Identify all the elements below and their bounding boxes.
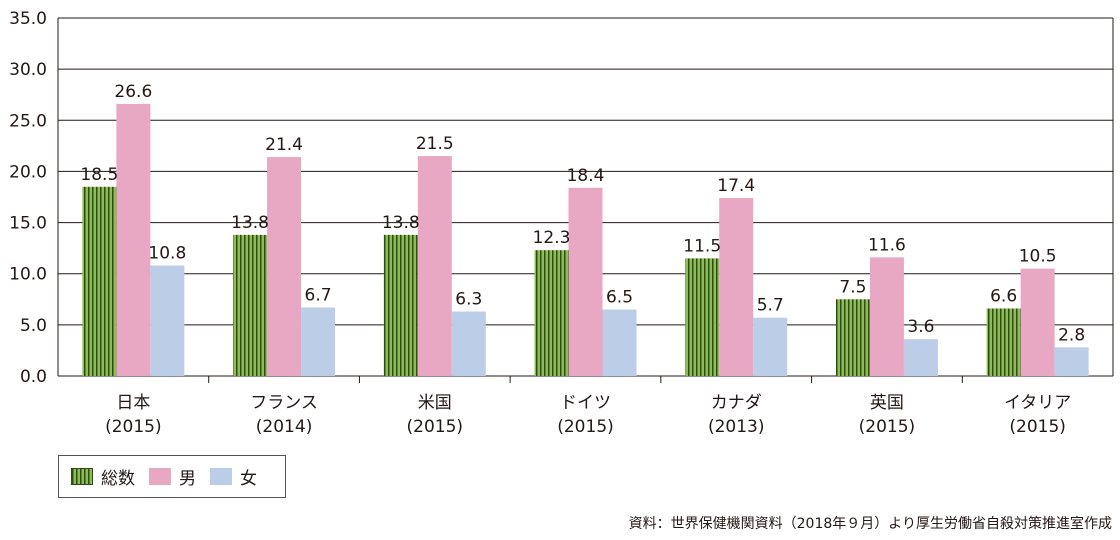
- x-tick-label: 米国: [418, 393, 452, 413]
- x-tick-label: 英国: [870, 393, 904, 413]
- data-label: 6.3: [455, 290, 482, 310]
- bar-2-1: [301, 307, 336, 376]
- y-tick-label: 30.0: [9, 60, 47, 80]
- legend-swatch-male: [149, 468, 171, 485]
- x-axis-labels: 日本 (2015) フランス (2014) 米国 (2015) ドイツ (2015) カナダ (2…: [105, 393, 1071, 437]
- y-tick-label: 5.0: [20, 316, 47, 336]
- bar-1-1: [267, 157, 302, 376]
- legend-swatch-female: [210, 468, 232, 485]
- data-label: 2.8: [1058, 325, 1085, 345]
- legend-item-male: 男: [149, 464, 196, 489]
- x-tick-label: (2015): [557, 417, 614, 437]
- bar-2-0: [150, 265, 185, 376]
- data-labels: 18.5 26.6 10.8 13.8 21.4 6.7 13.8 21.5 6.3 12.3 18…: [80, 82, 1085, 345]
- bar-0-5: [835, 299, 870, 376]
- legend-label-female: 女: [240, 469, 257, 489]
- legend-item-female: 女: [210, 464, 257, 489]
- data-label: 26.6: [114, 82, 152, 102]
- y-tick-label: 20.0: [9, 162, 47, 182]
- bar-chart: 0.05.010.015.020.025.030.035.0 18.526.61…: [9, 9, 1114, 437]
- bar-0-3: [534, 250, 569, 376]
- data-label: 6.6: [990, 286, 1017, 306]
- data-label: 10.8: [148, 244, 186, 264]
- x-tick-label: (2015): [1009, 417, 1066, 437]
- bar-2-5: [903, 339, 938, 376]
- bars: [82, 103, 1089, 377]
- bar-2-6: [1054, 347, 1089, 376]
- legend-swatch-total: [71, 468, 93, 485]
- data-label: 11.6: [868, 235, 906, 255]
- x-tick-label: カナダ: [711, 393, 762, 413]
- data-label: 6.7: [305, 285, 332, 305]
- x-tick-label: (2015): [859, 417, 916, 437]
- bar-2-3: [602, 309, 637, 376]
- x-tick-label: イタリア: [1004, 393, 1071, 413]
- bar-1-6: [1020, 268, 1055, 376]
- y-tick-label: 25.0: [9, 111, 47, 131]
- bar-1-2: [417, 156, 452, 376]
- y-axis-ticks: 0.0 5.0 10.0 15.0 20.0 25.0 30.0 35.0: [9, 9, 47, 387]
- bar-2-2: [451, 311, 486, 376]
- x-tick-label: 日本: [116, 393, 150, 413]
- y-tick-label: 15.0: [9, 214, 47, 234]
- x-tick-label: ドイツ: [560, 393, 611, 413]
- legend: 総数 男 女: [58, 455, 286, 498]
- y-tick-label: 10.0: [9, 265, 47, 285]
- data-label: 18.4: [567, 166, 605, 186]
- legend-label-male: 男: [179, 469, 196, 489]
- x-tick-label: フランス: [250, 393, 318, 413]
- data-label: 17.4: [717, 176, 755, 196]
- data-label: 7.5: [839, 277, 866, 297]
- bar-1-3: [568, 187, 603, 376]
- bar-0-1: [233, 234, 268, 376]
- y-tick-label: 0.0: [20, 367, 47, 387]
- x-tick-label: (2013): [708, 417, 765, 437]
- x-tick-label: (2014): [256, 417, 313, 437]
- source-note: 資料：世界保健機関資料（2018年９月）より厚生労働省自殺対策推進室作成: [628, 516, 1112, 532]
- bar-1-0: [116, 103, 151, 377]
- x-tick-label: (2015): [105, 417, 162, 437]
- data-label: 11.5: [683, 236, 721, 256]
- bar-0-0: [82, 186, 117, 376]
- bar-0-2: [383, 234, 418, 376]
- data-label: 18.5: [80, 165, 118, 185]
- bar-0-4: [685, 258, 720, 376]
- data-label: 6.5: [606, 288, 633, 308]
- bar-1-5: [869, 257, 904, 376]
- data-label: 5.7: [757, 296, 784, 316]
- legend-item-total: 総数: [71, 464, 135, 489]
- data-label: 10.5: [1019, 247, 1057, 267]
- y-tick-label: 35.0: [9, 9, 47, 29]
- data-label: 13.8: [231, 213, 269, 233]
- legend-label-total: 総数: [101, 469, 135, 489]
- data-label: 21.5: [416, 134, 454, 154]
- bar-2-4: [753, 317, 788, 376]
- bar-0-6: [986, 308, 1021, 376]
- data-label: 13.8: [382, 213, 420, 233]
- x-tick-label: (2015): [407, 417, 464, 437]
- data-label: 12.3: [533, 228, 571, 248]
- data-label: 3.6: [907, 317, 934, 337]
- data-label: 21.4: [265, 135, 303, 155]
- bar-1-4: [719, 198, 754, 376]
